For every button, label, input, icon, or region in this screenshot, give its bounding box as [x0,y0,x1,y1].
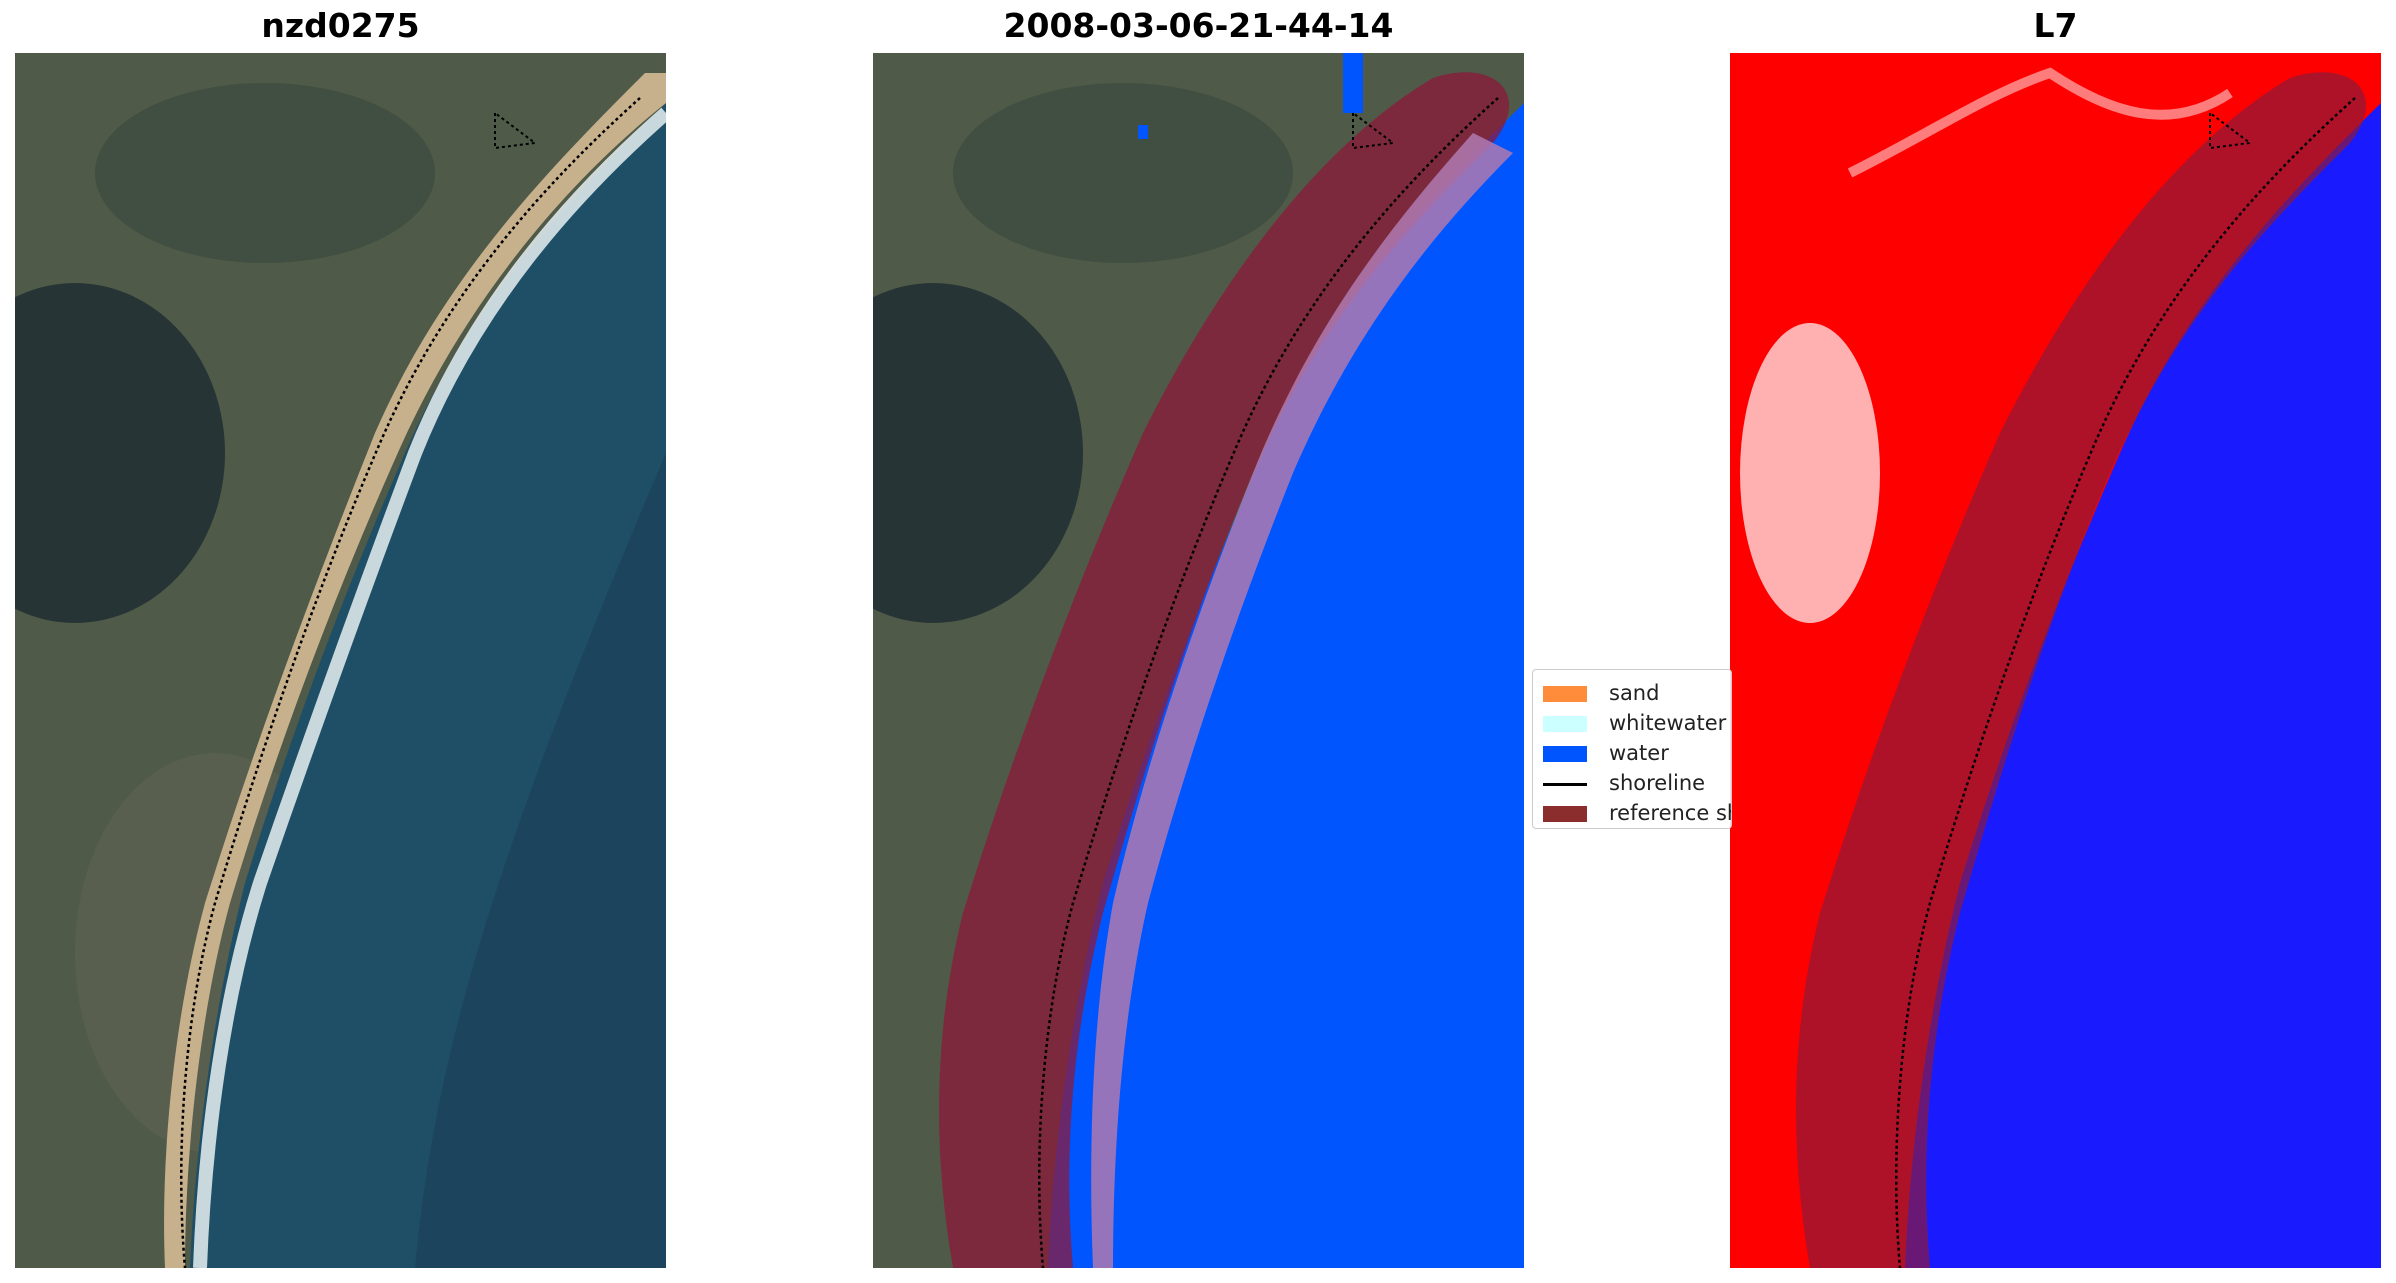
bright-patch [1740,323,1880,623]
sand-swatch [1543,686,1587,702]
reference-shoreline-buffer [939,72,1510,1268]
bright-ridge [1847,67,2233,178]
shoreline-inlet [1352,111,1396,150]
water-swatch [1543,746,1587,762]
legend-label: shoreline [1609,771,1706,795]
shoreline-inlet [2209,111,2253,150]
water-index [1905,103,2381,1268]
reference-shoreline-buffer [1796,72,2367,1268]
reference-swatch [1543,806,1587,822]
dark-vegetation [95,83,435,263]
rgb-image-panel[interactable] [15,53,666,1268]
whitewater-class [1091,133,1513,1268]
panel-title-index: L7 [2033,6,2078,45]
deep-ocean [415,453,666,1268]
dark-vegetation [953,83,1293,263]
shoreline-inlet [494,111,538,150]
panel-title-classified: 2008-03-06-21-44-14 [1003,6,1394,45]
classified-image [873,53,1524,1268]
classified-image-panel[interactable] [873,53,1524,1268]
legend: sand whitewater water shoreline referenc… [1532,669,1732,829]
legend-label: water [1609,741,1669,765]
surf-zone [193,107,666,1268]
legend-label: sand [1609,681,1660,705]
panel-title-rgb: nzd0275 [261,6,420,45]
legend-label: whitewater [1609,711,1727,735]
water-pixel-patch [1343,53,1363,113]
rgb-image [15,53,666,1268]
shoreline-line-swatch [1543,783,1587,786]
water-class [1048,103,1524,1268]
index-image [1730,53,2381,1268]
whitewater-swatch [1543,716,1587,732]
index-image-panel[interactable] [1730,53,2381,1268]
dark-lake [873,283,1083,623]
water-pixel-speck [1138,125,1148,139]
dark-lake [15,283,225,623]
legend-label: reference sh [1609,801,1732,825]
